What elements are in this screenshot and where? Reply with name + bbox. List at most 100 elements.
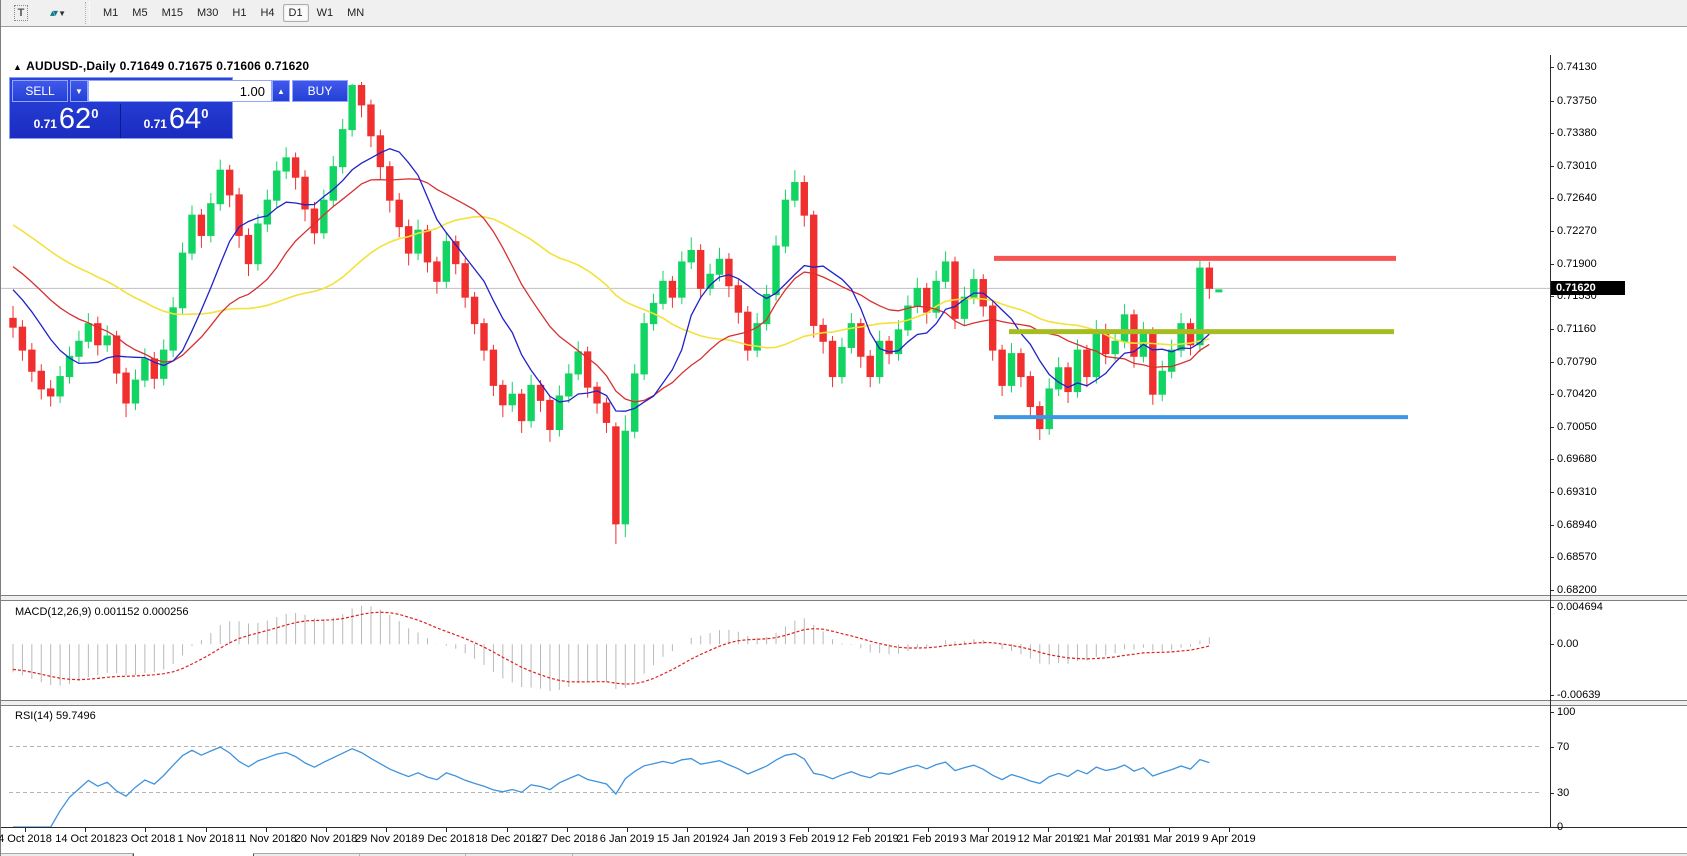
rsi-panel-splitter[interactable]: [1, 700, 1687, 706]
dropdown-caret-icon: ▼: [58, 8, 66, 18]
buy-price-big: 64: [168, 103, 202, 135]
macd-indicator-canvas[interactable]: [1, 602, 1550, 700]
date-label: 12 Mar 2019: [1017, 833, 1080, 845]
price-axis-label: 0.74130: [1557, 61, 1597, 73]
date-label: 24 Jan 2019: [717, 833, 778, 845]
timeframe-button-d1[interactable]: D1: [282, 4, 309, 22]
timeframe-button-mn[interactable]: MN: [347, 7, 365, 19]
moving-average-line: [12, 148, 1210, 412]
price-axis-label: 0.71160: [1557, 322, 1596, 335]
macd-panel-splitter[interactable]: [1, 595, 1687, 601]
date-label: 15 Jan 2019: [656, 833, 718, 845]
price-axis-label: 0.68200: [1557, 584, 1597, 596]
date-tick: [687, 827, 689, 832]
date-label: 21 Feb 2019: [897, 833, 959, 845]
symbol-tabbar: EURUSD-,DailyAUDUSD-,DailyUSDCHF-,H1USDC…: [1, 853, 1687, 856]
sell-price-prefix: 0.71: [33, 117, 57, 131]
timeframe-button-h1[interactable]: H1: [232, 7, 247, 19]
axis-tick: [1550, 590, 1554, 591]
volume-input[interactable]: [88, 80, 272, 102]
timeframe-button-m15[interactable]: M15: [161, 7, 183, 19]
current-price-tag: 0.71620: [1551, 281, 1625, 296]
date-label: 21 Mar 2019: [1077, 833, 1140, 845]
timeframe-button-h4[interactable]: H4: [260, 7, 275, 19]
buy-price-display[interactable]: 0.71 64 0: [122, 104, 230, 138]
symbol-tab-usdcnhh1[interactable]: USDCNH-,H1: [466, 854, 574, 856]
symbol-tab-eurusddaily[interactable]: EURUSD-,Daily: [15, 854, 133, 856]
date-label: 3 Feb 2019: [779, 833, 836, 845]
timeframe-button-m5[interactable]: M5: [132, 7, 148, 19]
arrows-tool-button[interactable]: ▴▾ ▼: [41, 3, 75, 23]
axis-tick: [1550, 231, 1554, 233]
price-axis-label: 0.70790: [1557, 355, 1597, 368]
macd-label: MACD(12,26,9) 0.001152 0.000256: [15, 606, 189, 618]
axis-tick: [1550, 100, 1554, 102]
axis-tick: [1550, 133, 1554, 135]
rsi-axis-label: 30: [1557, 786, 1570, 799]
timeframe-button-m1[interactable]: M1: [103, 7, 119, 19]
price-axis-label: 0.68940: [1557, 518, 1597, 531]
axis-tick: [1550, 328, 1554, 330]
axis-tick: [1550, 296, 1554, 298]
price-axis-label: 0.70420: [1557, 388, 1597, 401]
date-tick: [627, 827, 628, 832]
time-axis-border: [1, 827, 1687, 828]
buy-button[interactable]: BUY: [292, 80, 348, 102]
date-tick: [1229, 827, 1230, 832]
date-tick: [145, 827, 147, 832]
date-label: 27 Dec 2018: [535, 833, 598, 845]
rsi-indicator-canvas[interactable]: [1, 707, 1550, 827]
rsi-axis-label: 100: [1557, 706, 1576, 718]
sell-price-big: 62: [58, 103, 92, 135]
buy-price-prefix: 0.71: [143, 117, 167, 131]
date-label: 9 Dec 2018: [418, 833, 475, 845]
date-label: 12 Feb 2019: [836, 833, 899, 845]
axis-tick: [1550, 524, 1554, 526]
date-label: 6 Jan 2019: [599, 833, 655, 845]
rsi-axis-label: 70: [1557, 740, 1570, 753]
macd-axis-label: -0.00639: [1557, 689, 1601, 701]
text-label-tool-button[interactable]: T: [9, 3, 33, 23]
date-tick: [988, 827, 990, 832]
price-chart-canvas[interactable]: [1, 55, 1550, 595]
arrows-tool-icon: ▴▾: [50, 7, 58, 19]
date-label: 3 Mar 2019: [960, 833, 1017, 845]
price-axis-label: 0.72270: [1557, 225, 1597, 238]
sell-button[interactable]: SELL: [12, 80, 68, 102]
timeframe-button-m30[interactable]: M30: [196, 7, 219, 19]
price-axis-label: 0.69310: [1557, 486, 1597, 499]
axis-tick: [1550, 695, 1554, 696]
date-tick: [25, 827, 26, 832]
axis-tick: [1550, 607, 1554, 608]
price-axis-label: 0.68570: [1557, 551, 1597, 564]
price-axis-label: 0.70050: [1557, 420, 1597, 433]
date-tick: [85, 827, 87, 832]
date-tick: [326, 827, 327, 832]
chart-area: ▲ AUDUSD-,Daily 0.71649 0.71675 0.71606 0…: [0, 27, 1687, 856]
volume-decrease-button[interactable]: ▼: [70, 80, 88, 102]
collapse-panel-icon[interactable]: ▲: [13, 62, 23, 72]
volume-increase-button[interactable]: ▲: [272, 80, 290, 102]
toolbar-separator: [85, 2, 90, 24]
candlestick-series: [9, 81, 1214, 545]
sell-price-display[interactable]: 0.71 62 0: [12, 104, 121, 138]
date-label: 14 Oct 2018: [55, 833, 116, 845]
price-axis-border: [1550, 55, 1551, 827]
date-label: 9 Apr 2019: [1202, 833, 1256, 845]
timeframe-button-w1[interactable]: W1: [316, 7, 334, 19]
sell-price-sup: 0: [91, 106, 99, 121]
axis-tick: [1550, 827, 1554, 828]
symbol-tab-usdcadh1[interactable]: USDCAD-,H1: [360, 854, 467, 856]
axis-tick: [1550, 263, 1554, 265]
date-tick: [506, 827, 508, 832]
chart-title-text: AUDUSD-,Daily 0.71649 0.71675 0.71606 0.…: [26, 59, 310, 73]
macd-signal-line: [12, 611, 1210, 685]
symbol-tab-audusddaily[interactable]: AUDUSD-,Daily: [132, 853, 255, 856]
date-label: 4 Oct 2018: [0, 833, 52, 845]
chart-title: ▲ AUDUSD-,Daily 0.71649 0.71675 0.71606 0…: [13, 59, 309, 73]
symbol-tab-usdchfh1[interactable]: USDCHF-,H1: [254, 854, 360, 856]
rsi-line: [13, 746, 1210, 827]
moving-average-line: [12, 178, 1210, 403]
macd-axis-label: 0.00: [1557, 638, 1579, 651]
